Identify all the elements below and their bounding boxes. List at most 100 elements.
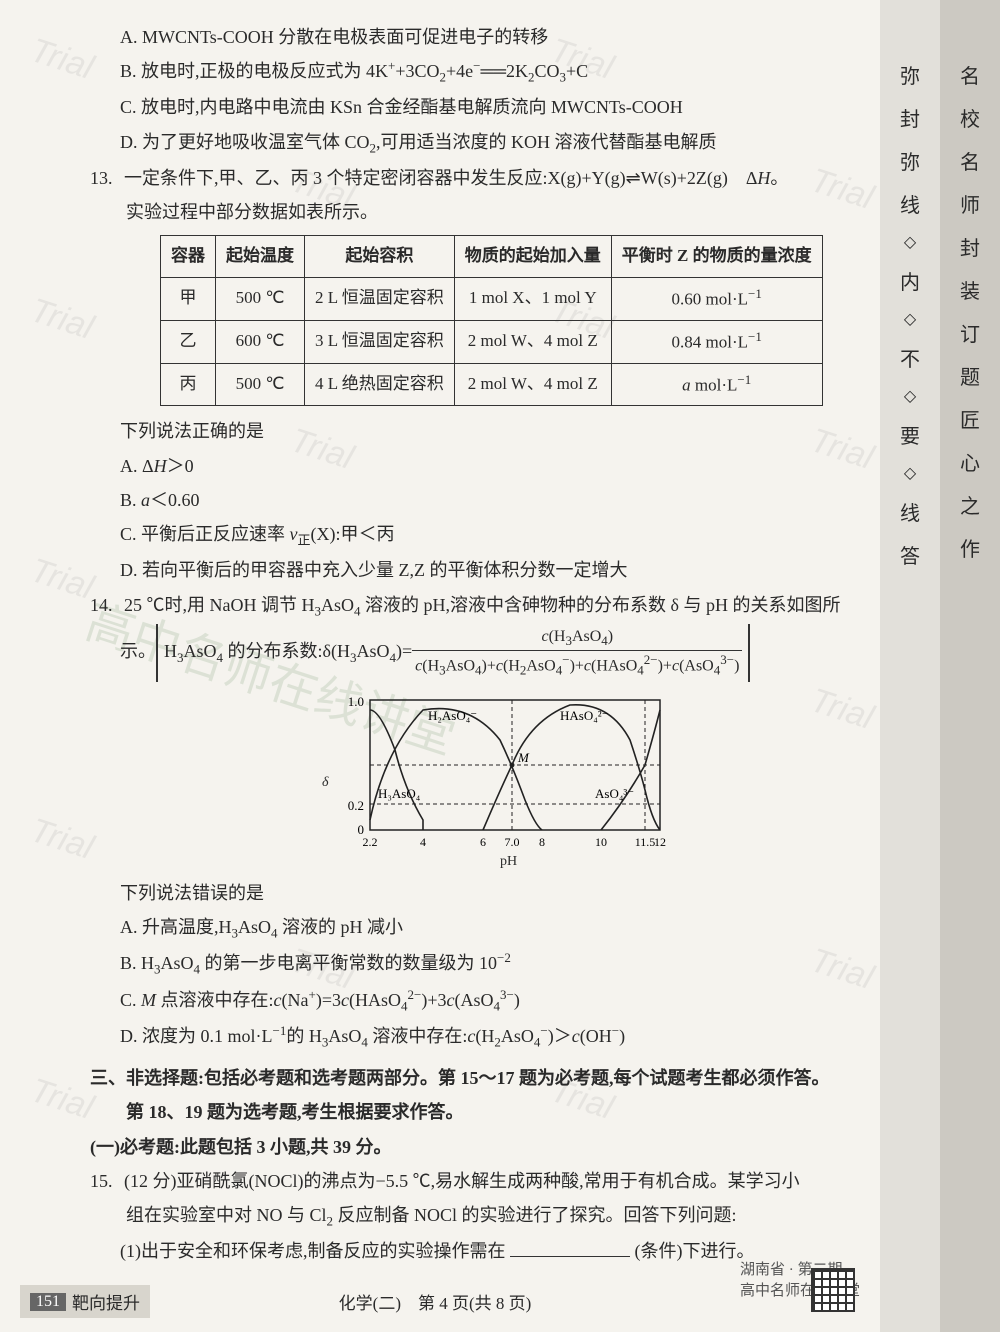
q14-option-d: D. 浓度为 0.1 mol·L−1的 H3AsO4 溶液中存在:c(H2AsO… — [60, 1019, 850, 1055]
tbl-header: 起始容积 — [305, 236, 455, 277]
tbl-cell: 丙 — [161, 363, 216, 406]
side-char: 师 — [960, 189, 980, 218]
side-char: 答 — [900, 540, 920, 569]
side-char: 不 — [900, 343, 920, 372]
tbl-cell: 乙 — [161, 320, 216, 363]
side-char: ◇ — [904, 232, 916, 252]
side-char: ◇ — [904, 309, 916, 329]
q14-option-c: C. M 点溶液中存在:c(Na+)=3c(HAsO42−)+3c(AsO43−… — [60, 983, 850, 1019]
q15-sub1: (1)出于安全和环保考虑,制备反应的实验操作需在 (条件)下进行。 — [60, 1234, 850, 1268]
tbl-cell: 0.84 mol·L−1 — [611, 320, 822, 363]
side-char: 匠 — [960, 404, 980, 433]
chart-xlabel: pH — [500, 849, 517, 876]
footer-pagebox: 151 — [30, 1293, 66, 1311]
side-char: ◇ — [904, 386, 916, 406]
tbl-cell: 1 mol X、1 mol Y — [454, 277, 611, 320]
sidebar-col-left: 弥 封 弥 线 ◇ 内 ◇ 不 ◇ 要 ◇ 线 答 — [880, 0, 940, 1332]
svg-text:1.0: 1.0 — [348, 694, 364, 709]
tbl-cell: 600 ℃ — [216, 320, 305, 363]
q13-number: 13. — [90, 161, 124, 195]
tbl-cell: 2 mol W、4 mol Z — [454, 320, 611, 363]
section3-sub1: (一)必考题:此题包括 3 小题,共 39 分。 — [60, 1130, 850, 1164]
side-char: 封 — [900, 103, 920, 132]
tbl-cell: 3 L 恒温固定容积 — [305, 320, 455, 363]
q13-table: 容器 起始温度 起始容积 物质的起始加入量 平衡时 Z 的物质的量浓度 甲 50… — [160, 235, 823, 406]
q15-sub1-b: (条件)下进行。 — [635, 1241, 755, 1261]
q15-sub1-a: (1)出于安全和环保考虑,制备反应的实验操作需在 — [120, 1241, 506, 1261]
q14-option-a: A. 升高温度,H3AsO4 溶液的 pH 减小 — [60, 910, 850, 946]
svg-text:M: M — [517, 750, 530, 765]
side-char: ◇ — [904, 463, 916, 483]
svg-text:4: 4 — [420, 835, 426, 849]
tbl-cell: 4 L 绝热固定容积 — [305, 363, 455, 406]
tbl-header: 起始温度 — [216, 236, 305, 277]
svg-text:8: 8 — [539, 835, 545, 849]
chart-ylabel: δ — [322, 770, 329, 797]
q12-option-c: C. 放电时,内电路中电流由 KSn 合金经酯基电解质流向 MWCNTs-COO… — [60, 90, 850, 124]
q15-stem: 15.(12 分)亚硝酰氯(NOCl)的沸点为−5.5 ℃,易水解生成两种酸,常… — [60, 1164, 850, 1234]
footer-left-text: 靶向提升 — [72, 1289, 140, 1314]
q12-option-a: A. MWCNTs-COOH 分散在电极表面可促进电子的转移 — [60, 20, 850, 54]
q14-stem: 14.25 ℃时,用 NaOH 调节 H3AsO4 溶液的 pH,溶液中含砷物种… — [60, 588, 850, 624]
sidebar-col-right: 名 校 名 师 封 装 订 题 匠 心 之 作 — [940, 0, 1000, 1332]
side-char: 线 — [900, 189, 920, 218]
formula-bracket: H3AsO4 的分布系数:δ(H3AsO4)=c(H3AsO4)c(H3AsO4… — [156, 624, 750, 682]
svg-text:2.2: 2.2 — [363, 835, 378, 849]
svg-text:0.2: 0.2 — [348, 798, 364, 813]
qr-code — [811, 1268, 855, 1312]
tbl-header: 物质的起始加入量 — [454, 236, 611, 277]
svg-text:11.5: 11.5 — [635, 835, 656, 849]
side-char: 名 — [960, 146, 980, 175]
tbl-header: 容器 — [161, 236, 216, 277]
side-char: 名 — [960, 60, 980, 89]
q15-number: 15. — [90, 1164, 124, 1198]
q12-option-b: B. 放电时,正极的电极反应式为 4K++3CO2+4e−══2K2CO3+C — [60, 54, 850, 90]
q13-stem: 13.一定条件下,甲、乙、丙 3 个特定密闭容器中发生反应:X(g)+Y(g)⇌… — [60, 161, 850, 229]
q13-option-d: D. 若向平衡后的甲容器中充入少量 Z,Z 的平衡体积分数一定增大 — [60, 553, 850, 587]
svg-text:10: 10 — [595, 835, 607, 849]
side-char: 封 — [960, 232, 980, 261]
side-char: 订 — [960, 318, 980, 347]
tbl-cell: 500 ℃ — [216, 363, 305, 406]
side-char: 弥 — [900, 60, 920, 89]
tbl-cell: 0.60 mol·L−1 — [611, 277, 822, 320]
tbl-cell: a mol·L−1 — [611, 363, 822, 406]
q13-option-a: A. ΔH＞0 — [60, 449, 850, 483]
q14-number: 14. — [90, 588, 124, 622]
q13-prompt: 下列说法正确的是 — [60, 414, 850, 448]
section3-title: 三、非选择题:包括必考题和选考题两部分。第 15～17 题为必考题,每个试题考生… — [60, 1061, 850, 1129]
q14-stem-line2: 示。H3AsO4 的分布系数:δ(H3AsO4)=c(H3AsO4)c(H3As… — [60, 624, 850, 682]
svg-text:H₃AsO₄: H₃AsO₄ — [378, 786, 421, 801]
side-char: 线 — [900, 497, 920, 526]
footer-left: 151 靶向提升 — [20, 1285, 150, 1318]
side-char: 装 — [960, 275, 980, 304]
q14-option-b: B. H3AsO4 的第一步电离平衡常数的数量级为 10−2 — [60, 946, 850, 982]
tbl-cell: 2 L 恒温固定容积 — [305, 277, 455, 320]
svg-text:AsO₄³⁻: AsO₄³⁻ — [595, 786, 634, 801]
side-char: 题 — [960, 361, 980, 390]
q14-prompt: 下列说法错误的是 — [60, 876, 850, 910]
side-char: 心 — [960, 447, 980, 476]
svg-text:7.0: 7.0 — [505, 835, 520, 849]
q12-option-d: D. 为了更好地吸收温室气体 CO2,可用适当浓度的 KOH 溶液代替酯基电解质 — [60, 125, 850, 161]
tbl-cell: 500 ℃ — [216, 277, 305, 320]
side-char: 弥 — [900, 146, 920, 175]
q13-option-b: B. a＜0.60 — [60, 483, 850, 517]
svg-text:12: 12 — [654, 835, 666, 849]
side-char: 之 — [960, 490, 980, 519]
tbl-header: 平衡时 Z 的物质的量浓度 — [611, 236, 822, 277]
blank-field[interactable] — [510, 1239, 630, 1257]
svg-text:HAsO₄²⁻: HAsO₄²⁻ — [560, 708, 609, 723]
side-char: 要 — [900, 420, 920, 449]
svg-text:6: 6 — [480, 835, 486, 849]
tbl-cell: 甲 — [161, 277, 216, 320]
page: A. MWCNTs-COOH 分散在电极表面可促进电子的转移 B. 放电时,正极… — [0, 0, 1000, 1332]
q13-option-c: C. 平衡后正反应速率 v正(X):甲＜丙 — [60, 517, 850, 553]
side-char: 校 — [960, 103, 980, 132]
q14-chart: δ 1.0 0.2 0 2.2 4 6 7.0 8 10 11.5 12 — [340, 690, 680, 870]
content-area: A. MWCNTs-COOH 分散在电极表面可促进电子的转移 B. 放电时,正极… — [60, 20, 850, 1268]
side-char: 作 — [960, 533, 980, 562]
tbl-cell: 2 mol W、4 mol Z — [454, 363, 611, 406]
sidebar: 弥 封 弥 线 ◇ 内 ◇ 不 ◇ 要 ◇ 线 答 名 校 名 师 封 装 订 … — [880, 0, 1000, 1332]
side-char: 内 — [900, 266, 920, 295]
